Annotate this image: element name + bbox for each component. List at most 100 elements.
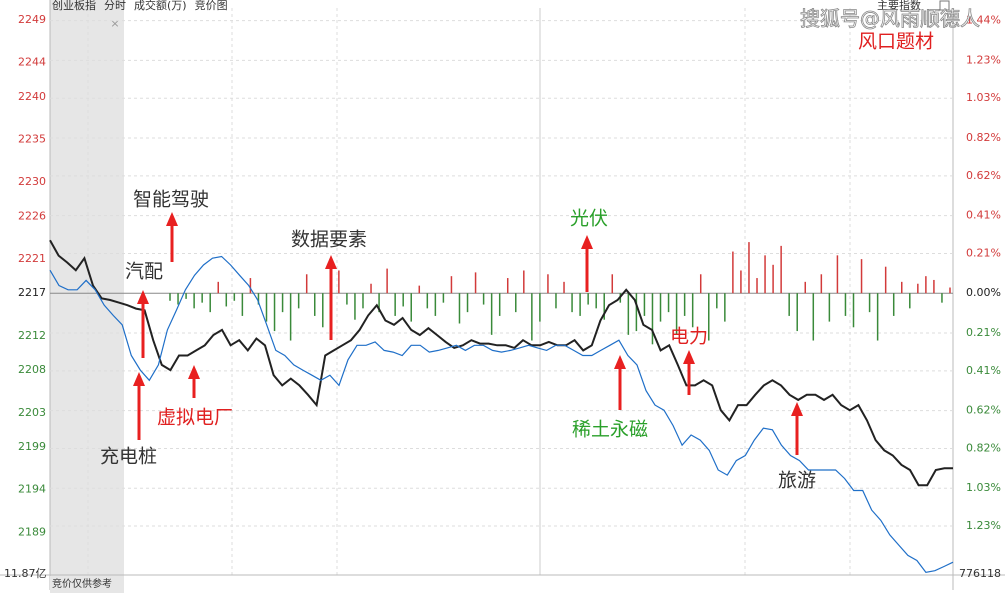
y-tick-label: 2203 [18, 406, 46, 419]
y2-tick-label: 0.21% [966, 246, 1001, 259]
diff-bar [941, 293, 943, 303]
annotation: 充电桩 [100, 446, 157, 468]
diff-bar [177, 293, 179, 305]
diff-bar [482, 293, 485, 305]
diff-bar [901, 281, 903, 294]
plot: 2249 2244 2240 2235 2230 2226 2221 2217 2212 2208… [18, 13, 1001, 574]
annotation: 数据要素 [291, 229, 367, 251]
diff-bar [732, 251, 734, 294]
header: 创业板指 分时 成交额(万) 竞价图 [52, 0, 228, 12]
diff-bar [748, 242, 750, 294]
diff-bar [683, 293, 686, 316]
footer-right: 776118 [959, 567, 1001, 580]
y2-tick-label: 0.62% [966, 169, 1001, 182]
annotation: 电力 [670, 326, 708, 348]
index-icon[interactable] [939, 0, 950, 11]
diff-bar [716, 293, 718, 309]
diff-bar [450, 276, 453, 294]
close-icon[interactable]: × [110, 17, 119, 30]
diff-bar [603, 293, 605, 320]
diff-bar [233, 293, 236, 301]
diff-bar [740, 270, 742, 294]
diff-bar [378, 293, 380, 313]
diff-bar [442, 293, 445, 303]
diff-bar [627, 293, 630, 335]
annotation: 汽配 [125, 261, 163, 283]
diff-bar [515, 293, 517, 313]
diff-bar [555, 293, 557, 309]
y2-tick-label: 1.23% [966, 519, 1001, 532]
annotation: 稀土永磁 [572, 419, 648, 441]
diff-bar [338, 270, 340, 294]
y2-tick-label: 1.03% [966, 481, 1001, 494]
diff-bar [281, 293, 284, 313]
price-line [49, 239, 953, 487]
annotation: 旅游 [778, 470, 816, 492]
arrow-head [137, 290, 149, 304]
arrow-head [325, 255, 337, 269]
diff-bar [820, 274, 823, 294]
diff-bar [884, 266, 887, 294]
diff-bar [828, 293, 831, 322]
diff-bar [595, 293, 597, 309]
header-item[interactable]: 成交额(万) [134, 0, 187, 12]
diff-bar [434, 293, 437, 316]
diff-bar [273, 293, 276, 332]
y2-tick-label: 0.41% [966, 209, 1001, 222]
annotation: 智能驾驶 [133, 189, 209, 211]
header-item[interactable]: 分时 [104, 0, 126, 12]
diff-bar [667, 293, 670, 313]
diff-bar [297, 293, 300, 309]
diff-bar [225, 293, 228, 307]
diff-bar [305, 274, 308, 294]
diff-bar [531, 293, 533, 341]
diff-bar [708, 293, 710, 341]
diff-bar [917, 283, 919, 294]
annotation: 虚拟电厂 [157, 407, 233, 429]
diff-bar [490, 293, 493, 335]
diff-bar [780, 245, 782, 294]
diff-bar [643, 293, 646, 316]
diff-bar [587, 293, 589, 305]
header-item[interactable]: 竞价图 [195, 0, 228, 12]
footer-left: 11.87亿 [4, 567, 47, 580]
arrow-head [683, 350, 695, 364]
diff-bar [909, 293, 911, 309]
y2-tick-label: 0.82% [966, 131, 1001, 144]
diff-bar [249, 278, 252, 294]
diff-bar [313, 293, 316, 316]
diff-bar [691, 293, 694, 328]
y-tick-label: 2221 [18, 252, 46, 265]
diff-bar [209, 293, 211, 313]
index-button[interactable]: 主要指数 [877, 0, 921, 12]
header-item: 创业板指 [52, 0, 96, 12]
diff-bar [772, 264, 774, 294]
y-tick-label: 2194 [18, 483, 46, 496]
diff-bar [169, 293, 171, 301]
diff-bar [933, 279, 935, 294]
y-tick-label: 2235 [18, 133, 46, 146]
diff-bar [426, 293, 429, 309]
diff-bar [547, 274, 549, 294]
diff-bar [892, 293, 895, 316]
diff-bar [949, 287, 951, 294]
diff-bar [386, 268, 388, 294]
diff-bar [418, 285, 421, 294]
diff-bar [539, 293, 541, 322]
diff-bar [458, 293, 461, 324]
y-tick-label: 2208 [18, 363, 46, 376]
diff-bar [756, 278, 758, 294]
diff-bar [651, 293, 654, 345]
arrow-head [133, 372, 145, 386]
y-tick-label: 2249 [18, 13, 46, 26]
diff-bar [362, 293, 364, 309]
auction-area [50, 0, 124, 590]
diff-bar [185, 293, 187, 299]
index-box [868, 0, 1005, 12]
diff-bar [346, 293, 348, 305]
y-tick-label: 2189 [18, 525, 46, 538]
diff-bar [579, 293, 581, 316]
diff-bar [844, 293, 847, 316]
diff-bar [804, 281, 807, 294]
